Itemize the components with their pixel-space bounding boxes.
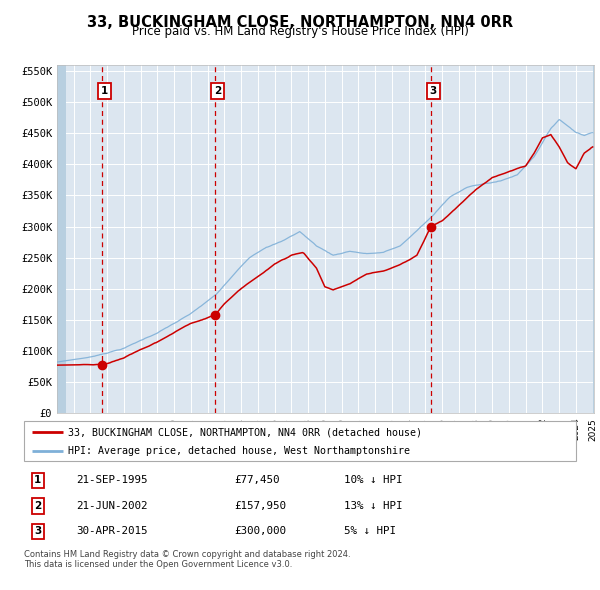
Text: £157,950: £157,950: [234, 501, 286, 511]
Text: 21-JUN-2002: 21-JUN-2002: [76, 501, 148, 511]
Text: £77,450: £77,450: [234, 476, 279, 486]
Text: 21-SEP-1995: 21-SEP-1995: [76, 476, 148, 486]
Text: HPI: Average price, detached house, West Northamptonshire: HPI: Average price, detached house, West…: [68, 447, 410, 456]
Text: 13% ↓ HPI: 13% ↓ HPI: [344, 501, 403, 511]
Text: 33, BUCKINGHAM CLOSE, NORTHAMPTON, NN4 0RR (detached house): 33, BUCKINGHAM CLOSE, NORTHAMPTON, NN4 0…: [68, 427, 422, 437]
Text: 2: 2: [34, 501, 41, 511]
Text: 1: 1: [34, 476, 41, 486]
Text: Contains HM Land Registry data © Crown copyright and database right 2024.
This d: Contains HM Land Registry data © Crown c…: [24, 550, 350, 569]
Text: 33, BUCKINGHAM CLOSE, NORTHAMPTON, NN4 0RR: 33, BUCKINGHAM CLOSE, NORTHAMPTON, NN4 0…: [87, 15, 513, 30]
Polygon shape: [57, 65, 66, 413]
Text: 3: 3: [430, 86, 437, 96]
Text: 10% ↓ HPI: 10% ↓ HPI: [344, 476, 403, 486]
Text: £300,000: £300,000: [234, 526, 286, 536]
Text: 30-APR-2015: 30-APR-2015: [76, 526, 148, 536]
Text: 3: 3: [34, 526, 41, 536]
Text: 5% ↓ HPI: 5% ↓ HPI: [344, 526, 396, 536]
Text: Price paid vs. HM Land Registry's House Price Index (HPI): Price paid vs. HM Land Registry's House …: [131, 25, 469, 38]
Text: 1: 1: [101, 86, 109, 96]
Polygon shape: [593, 65, 595, 413]
FancyBboxPatch shape: [24, 421, 576, 461]
Text: 2: 2: [214, 86, 221, 96]
